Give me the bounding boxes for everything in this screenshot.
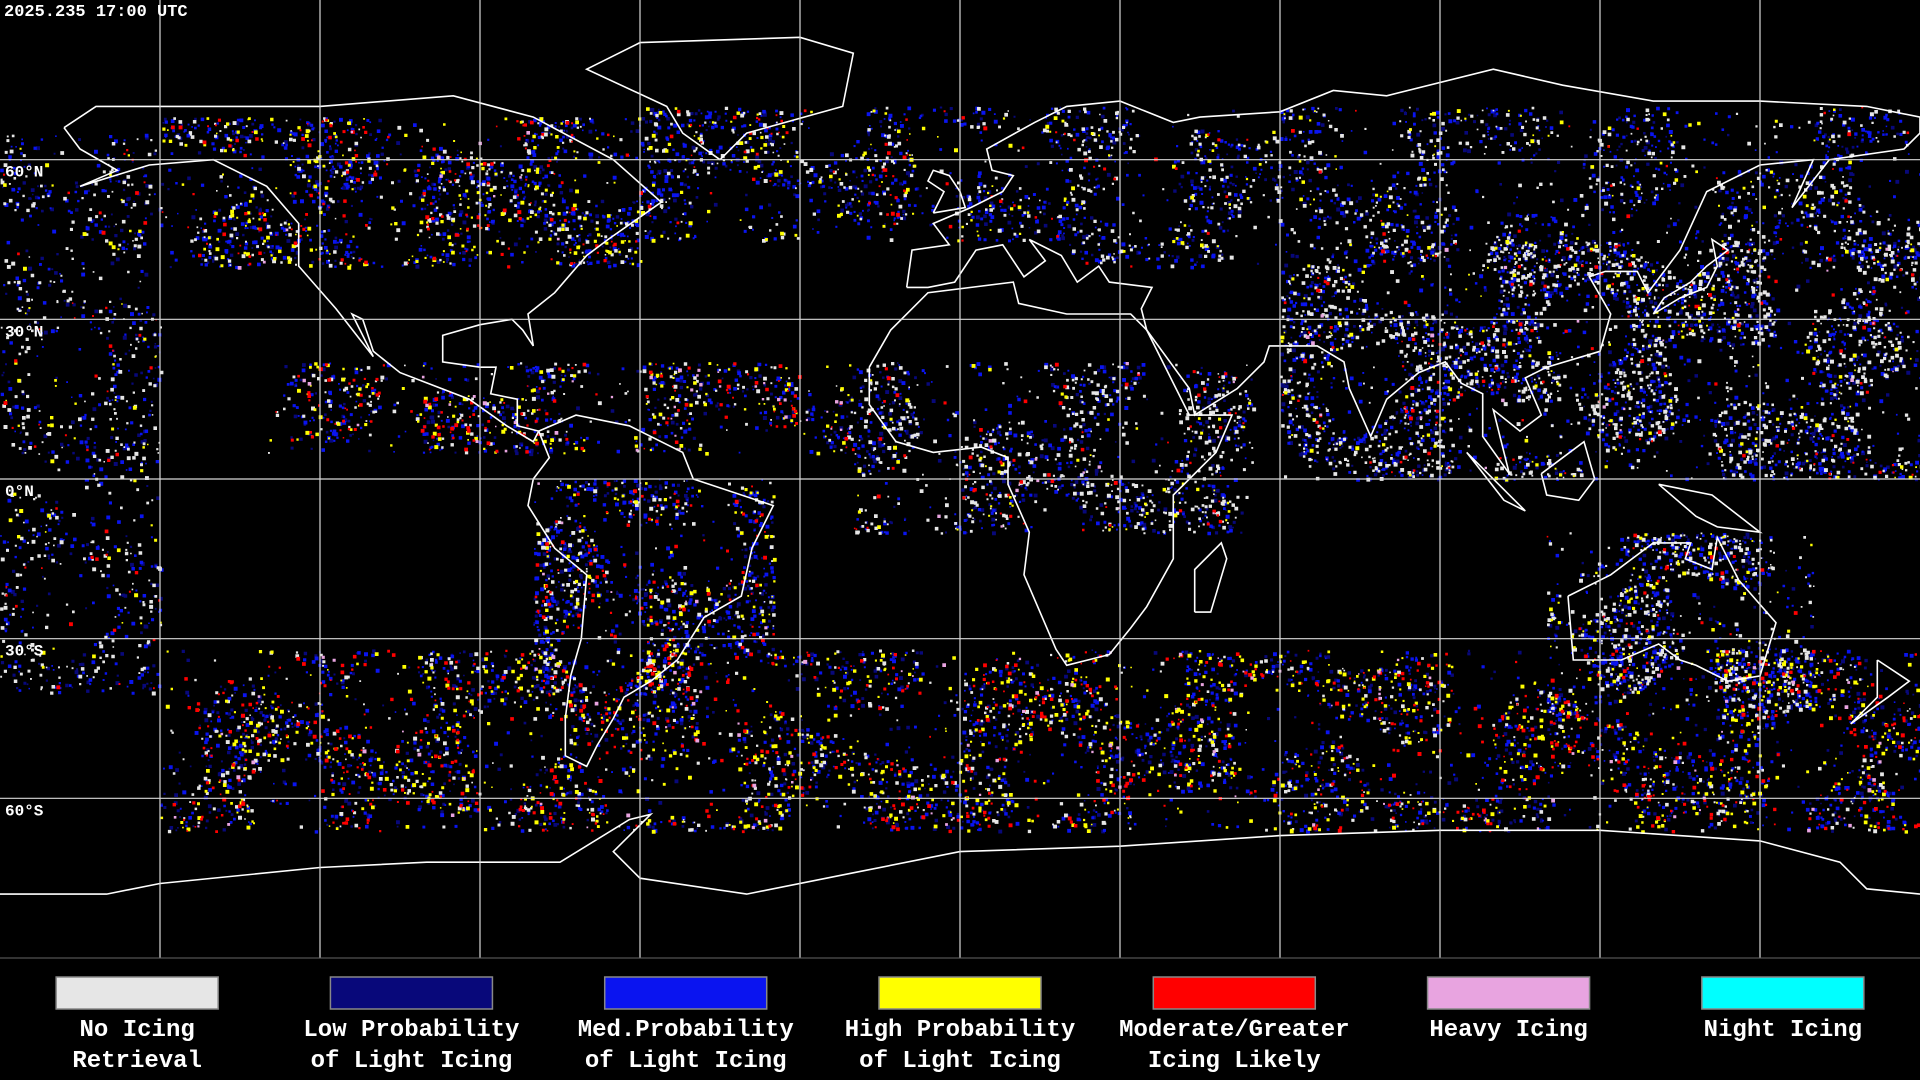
timestamp: 2025.235 17:00 UTC	[4, 3, 188, 22]
legend: No Icing Retrieval Low Probability of Light…	[55, 976, 1865, 1075]
coastline	[926, 169, 967, 214]
legend-label: No Icing	[80, 1017, 195, 1044]
legend-swatch	[1152, 976, 1317, 1010]
coastline	[1540, 440, 1596, 502]
coastline	[63, 94, 663, 443]
legend-swatch	[603, 976, 768, 1010]
legend-label: of Light Icing	[585, 1048, 787, 1075]
coastlines	[0, 36, 1920, 895]
coastline	[868, 281, 1234, 667]
legend-swatch	[1426, 976, 1591, 1010]
legend-swatch	[55, 976, 219, 1010]
latitude-label: 0°N	[5, 483, 34, 501]
legend-swatch	[878, 976, 1042, 1010]
legend-label: Med.Probability	[578, 1017, 794, 1044]
legend-label: Low Probability	[303, 1017, 519, 1044]
graticule	[0, 0, 1920, 958]
coastline	[584, 36, 855, 161]
latitude-label: 60°N	[5, 164, 43, 182]
legend-label: High Probability	[845, 1017, 1075, 1044]
legend-label: of Light Icing	[859, 1048, 1061, 1075]
legend-label: of Light Icing	[311, 1048, 513, 1075]
legend-swatch	[329, 976, 494, 1010]
legend-label: Icing Likely	[1148, 1048, 1321, 1075]
legend-label: Retrieval	[72, 1048, 202, 1075]
latitude-label: 30°N	[5, 323, 43, 341]
coastline	[527, 414, 775, 768]
legend-label: Heavy Icing	[1429, 1017, 1587, 1044]
legend-swatch	[1701, 976, 1865, 1010]
coastline	[1658, 483, 1763, 534]
coastline	[1652, 237, 1730, 315]
coastline	[1466, 451, 1526, 512]
coastline	[1193, 541, 1228, 613]
coastline	[1850, 659, 1911, 725]
latitude-label: 30°S	[5, 643, 44, 661]
legend-label: Night Icing	[1704, 1017, 1862, 1044]
legend-label: Moderate/Greater	[1119, 1017, 1349, 1044]
coastline	[0, 812, 1920, 895]
coastline	[1567, 534, 1777, 683]
latitude-label: 60°S	[5, 802, 44, 820]
